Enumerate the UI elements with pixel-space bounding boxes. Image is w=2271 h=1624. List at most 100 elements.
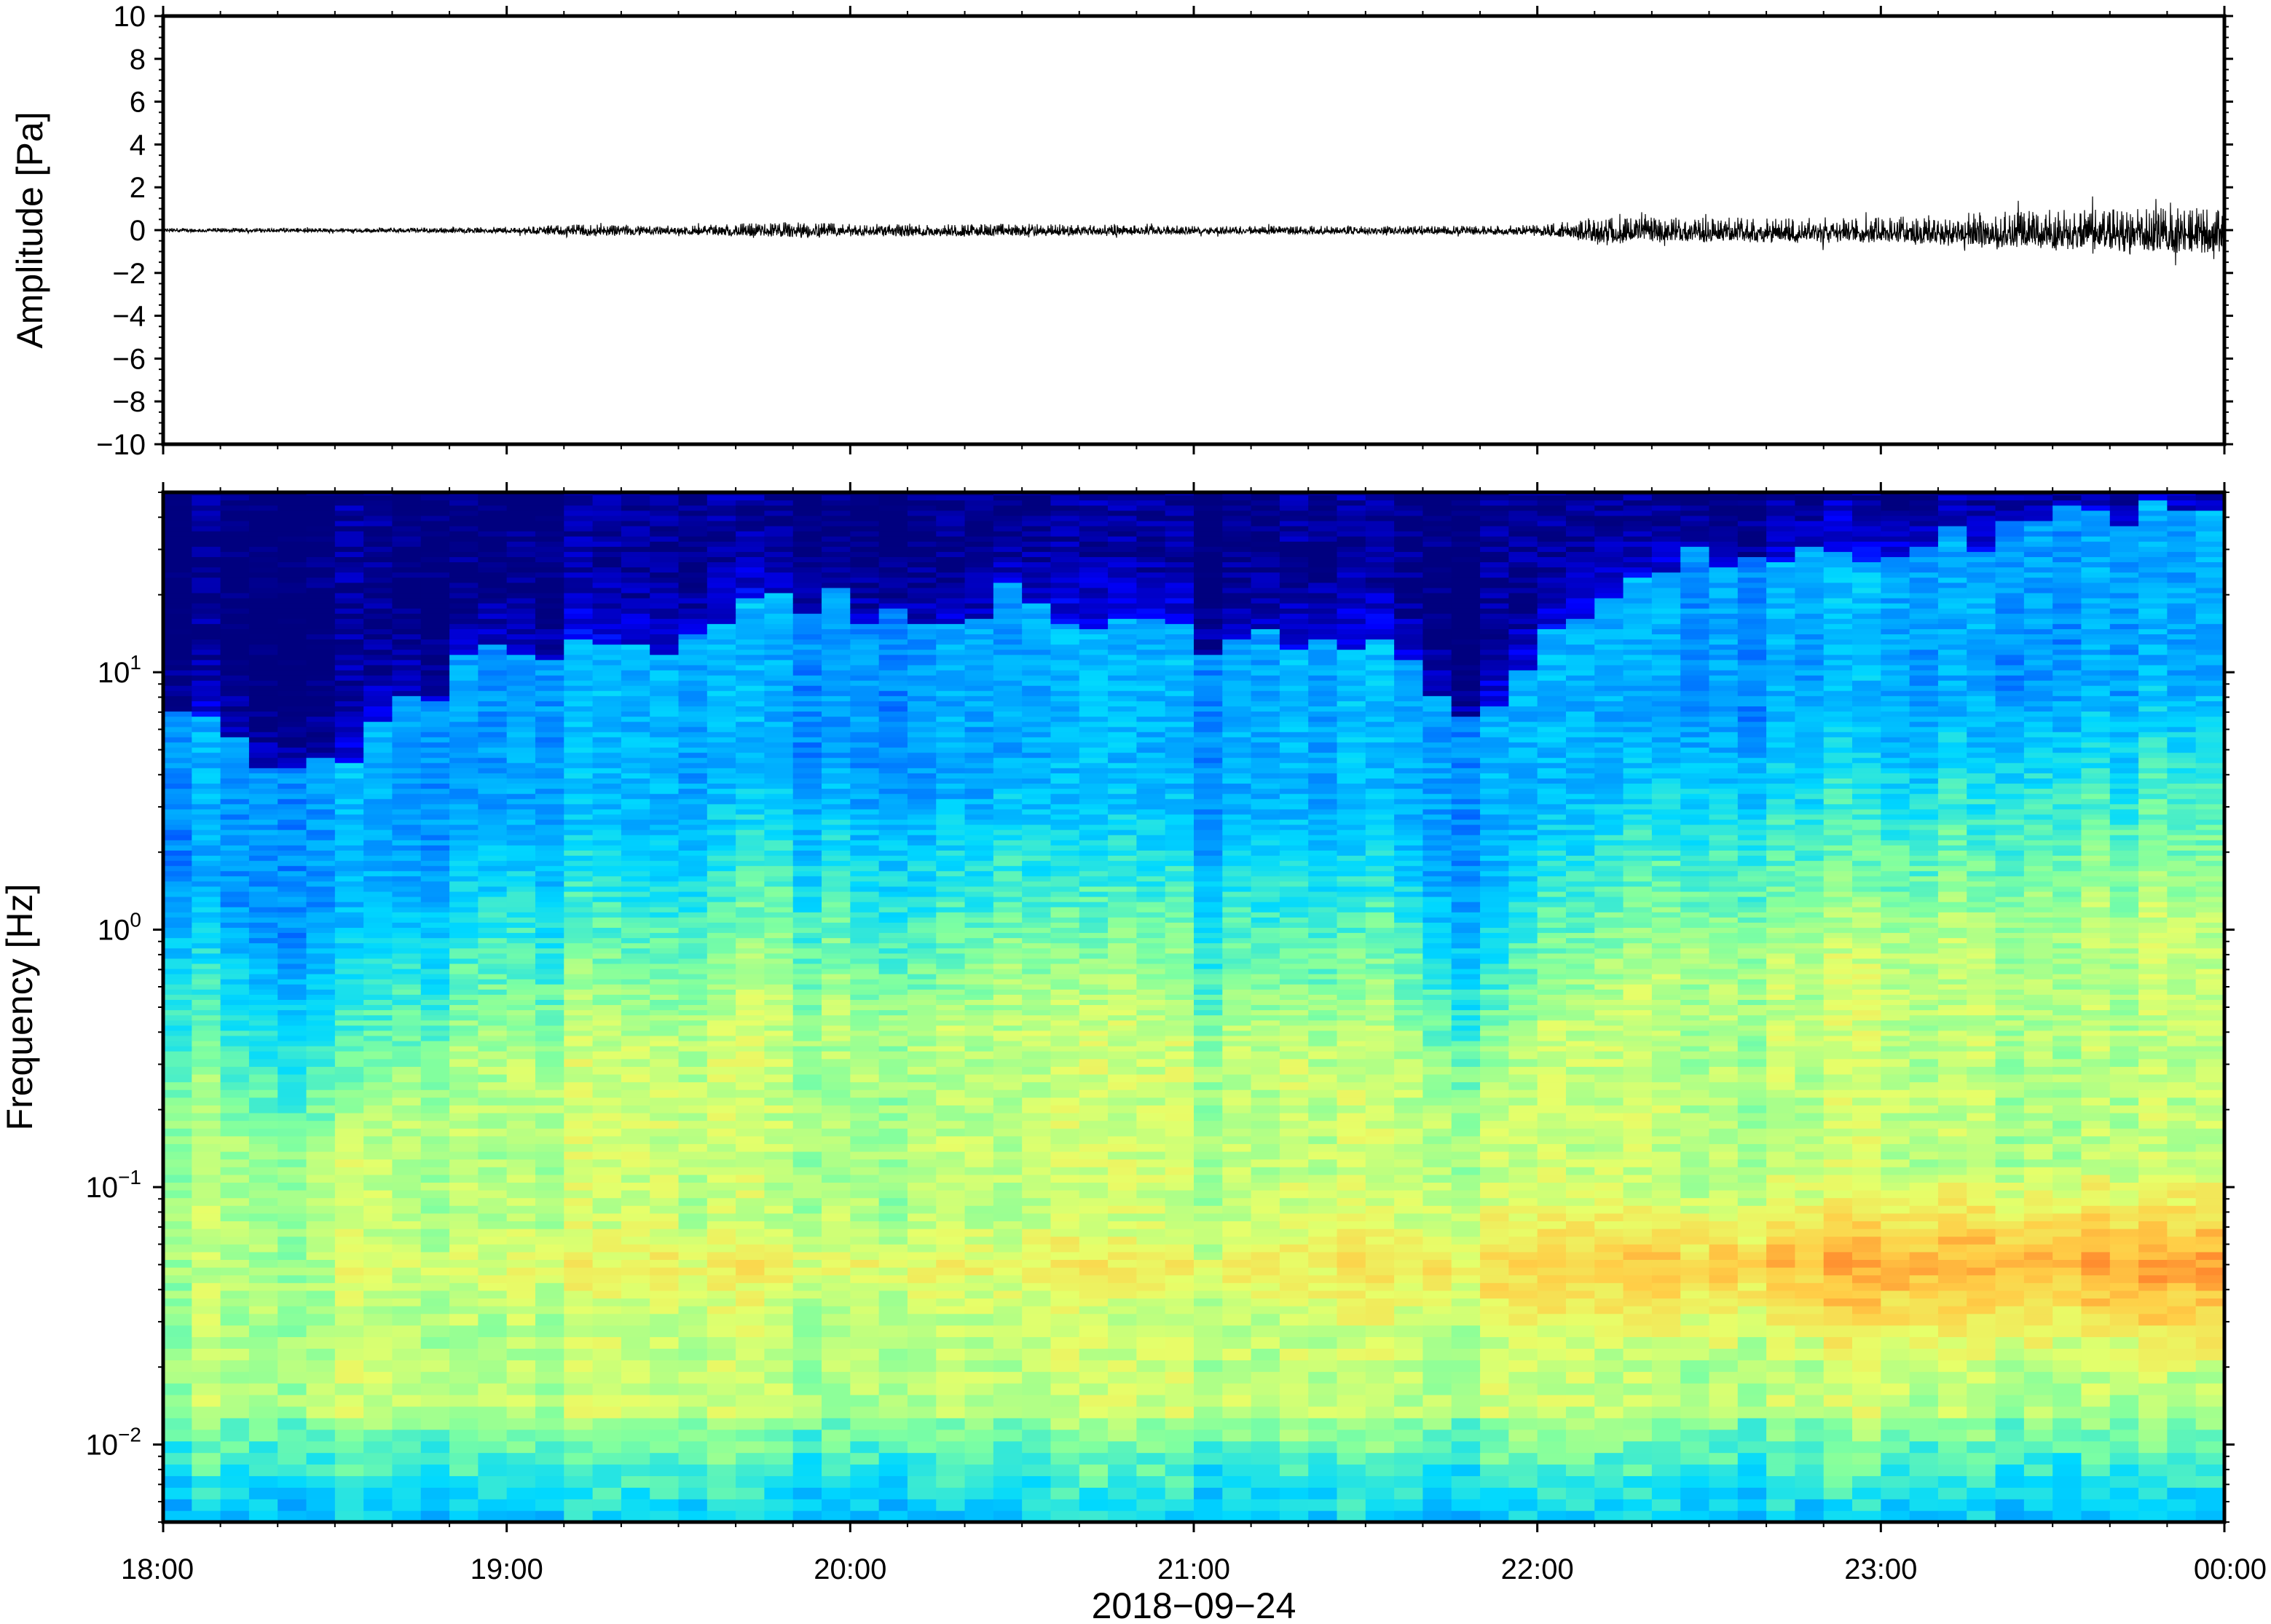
spectrogram-cell xyxy=(163,1464,192,1476)
spectrogram-cell xyxy=(736,695,765,701)
spectrogram-cell xyxy=(220,1030,250,1036)
spectrogram-cell xyxy=(792,659,822,666)
spectrogram-cell xyxy=(334,922,364,929)
spectrogram-cell xyxy=(907,741,937,748)
spectrogram-cell xyxy=(163,597,192,604)
spectrogram-cell xyxy=(564,1251,594,1261)
spectrogram-cell xyxy=(306,768,336,773)
spectrogram-cell xyxy=(736,659,765,666)
spectrogram-cell xyxy=(621,762,650,768)
spectrogram-cell xyxy=(678,1159,708,1167)
spectrogram-cell xyxy=(363,808,393,815)
spectrogram-cell xyxy=(993,1040,1023,1046)
spectrogram-cell xyxy=(220,870,250,877)
spectrogram-cell xyxy=(420,572,450,578)
spectrogram-cell xyxy=(392,819,422,825)
spectrogram-cell xyxy=(506,922,536,929)
spectrogram-cell xyxy=(907,1499,937,1511)
spectrogram-cell xyxy=(163,1371,192,1384)
waveform-y-label: Amplitude [Pa] xyxy=(9,111,50,348)
spectrogram-cell xyxy=(564,968,594,974)
spectrogram-cell xyxy=(850,1182,880,1191)
spectrogram-cell xyxy=(621,1046,650,1052)
spectrogram-cell xyxy=(478,577,508,583)
spectrogram-cell xyxy=(764,695,794,701)
spectrogram-cell xyxy=(678,1429,708,1442)
spectrogram-cell xyxy=(306,1089,336,1098)
spectrogram-cell xyxy=(650,520,680,527)
spectrogram-cell xyxy=(220,958,250,964)
spectrogram-cell xyxy=(278,551,307,557)
spectrogram-cell xyxy=(220,623,250,629)
spectrogram-cell xyxy=(850,994,880,1000)
spectrogram-cell xyxy=(678,572,708,578)
spectrogram-cell xyxy=(420,628,450,635)
spectrogram-cell xyxy=(278,1213,307,1222)
spectrogram-cell xyxy=(535,1325,564,1338)
spectrogram-cell xyxy=(822,541,851,547)
spectrogram-cell xyxy=(736,762,765,768)
spectrogram-cell xyxy=(764,880,794,887)
spectrogram-cell xyxy=(850,1267,880,1276)
spectrogram-cell xyxy=(964,922,994,929)
spectrogram-cell xyxy=(278,731,307,738)
spectrogram-cell xyxy=(449,644,479,650)
spectrogram-cell xyxy=(621,731,650,738)
spectrogram-cell xyxy=(707,999,736,1006)
spectrogram-cell xyxy=(707,1073,736,1083)
spectrogram-cell xyxy=(363,716,393,722)
spectrogram-cell xyxy=(964,1159,994,1167)
spectrogram-cell xyxy=(621,525,650,532)
spectrogram-cell xyxy=(278,1046,307,1052)
spectrogram-cell xyxy=(535,515,564,521)
spectrogram-cell xyxy=(420,520,450,527)
spectrogram-cell xyxy=(278,541,307,547)
spectrogram-cell xyxy=(707,525,736,532)
spectrogram-cell xyxy=(192,680,221,686)
spectrogram-cell xyxy=(650,1440,680,1454)
spectrogram-cell xyxy=(850,1197,880,1206)
spectrogram-cell xyxy=(334,1306,364,1314)
spectrogram-cell xyxy=(822,1097,851,1105)
spectrogram-cell xyxy=(936,829,966,835)
spectrogram-cell xyxy=(650,813,680,820)
spectrogram-cell xyxy=(850,1058,880,1067)
spectrogram-cell xyxy=(278,886,307,892)
spectrogram-cell xyxy=(192,963,221,969)
spectrogram-cell xyxy=(792,716,822,722)
spectrogram-cell xyxy=(792,1014,822,1021)
spectrogram-cell xyxy=(792,798,822,805)
spectrogram-cell xyxy=(449,556,479,563)
spectrogram-cell xyxy=(248,979,278,985)
spectrogram-cell xyxy=(334,1360,364,1372)
spectrogram-cell xyxy=(964,1274,994,1283)
spectrogram-cell xyxy=(850,968,880,974)
spectrogram-cell xyxy=(678,639,708,645)
spectrogram-cell xyxy=(764,922,794,929)
spectrogram-cell xyxy=(278,752,307,758)
spectrogram-cell xyxy=(822,788,851,795)
spectrogram-cell xyxy=(993,968,1023,974)
spectrogram-cell xyxy=(564,561,594,568)
spectrogram-cell xyxy=(678,819,708,825)
spectrogram-cell xyxy=(936,1313,966,1326)
spectrogram-cell xyxy=(822,773,851,779)
spectrogram-cell xyxy=(964,907,994,912)
spectrogram-cell xyxy=(993,1046,1023,1052)
spectrogram-cell xyxy=(592,1429,622,1442)
spectrogram-cell xyxy=(878,773,908,779)
spectrogram-cell xyxy=(392,953,422,959)
spectrogram-cell xyxy=(278,746,307,753)
spectrogram-cell xyxy=(650,1213,680,1222)
spectrogram-cell xyxy=(764,592,794,599)
spectrogram-cell xyxy=(850,1452,880,1465)
spectrogram-cell xyxy=(792,644,822,650)
spectrogram-cell xyxy=(707,1009,736,1016)
spectrogram-cell xyxy=(907,1025,937,1031)
spectrogram-cell xyxy=(449,1174,479,1183)
spectrogram-cell xyxy=(363,525,393,532)
spectrogram-cell xyxy=(248,1182,278,1191)
spectrogram-cell xyxy=(392,500,422,506)
spectrogram-cell xyxy=(707,1040,736,1046)
spectrogram-cell xyxy=(907,1066,937,1075)
